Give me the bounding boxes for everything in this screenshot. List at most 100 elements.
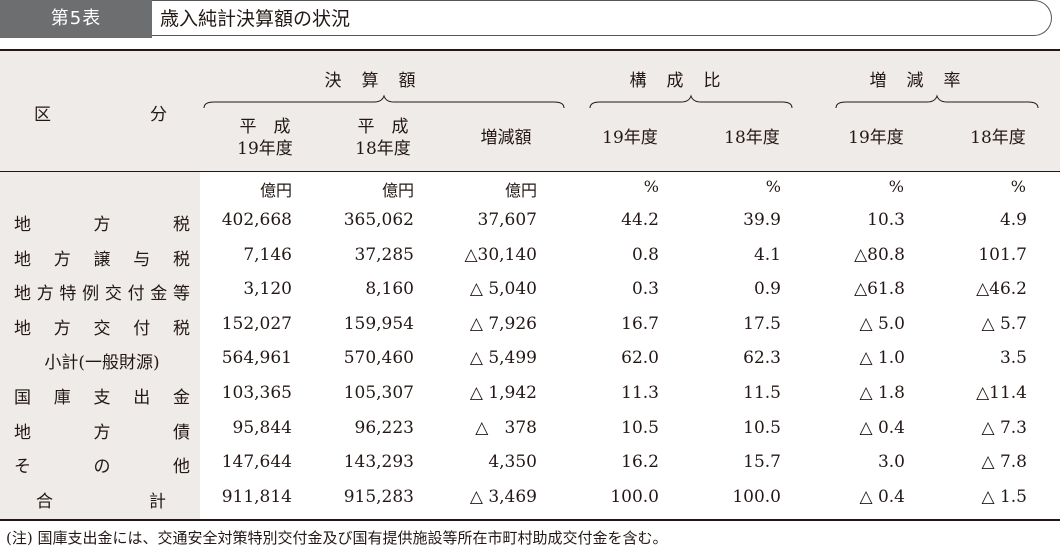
subheader-h18: 平 成 18年度 (338, 116, 428, 160)
row-value: 3,120 (243, 279, 292, 300)
table-row: 地方税 402,668 365,062 37,607 44.2 39.9 10.3 4.9 (0, 205, 1060, 239)
group-header-composition: 構成比 (629, 71, 741, 91)
subheader-h19: 平 成 19年度 (220, 116, 310, 160)
row-value: 570,460 (343, 348, 414, 369)
subheader-comp19: 19年度 (602, 128, 658, 148)
footnote: (注) 国庫支出金には、交通安全対策特別交付金及び国有提供施設等所在市町村助成交… (6, 529, 668, 547)
table-row: 地方特例交付金等 3,120 8,160 △ 5,040 0.3 0.9 △61.8 △46.… (0, 274, 1060, 308)
row-value: 62.3 (743, 348, 781, 369)
group-header-change-rate: 増減率 (869, 71, 981, 91)
table-row: 地方譲与税 7,146 37,285 △30,140 0.8 4.1 △80.8 101.7 (0, 240, 1060, 274)
row-value: 100.0 (732, 486, 781, 507)
row-value: △46.2 (976, 279, 1027, 300)
row-value: 17.5 (743, 313, 781, 334)
unit-diff: 億円 (504, 181, 537, 200)
row-value: △ 5.7 (981, 313, 1027, 334)
table-row: 合計 911,814 915,283 △ 3,469 100.0 100.0 △ 0.4 △ … (0, 482, 1060, 516)
row-value: 3.5 (999, 348, 1027, 369)
row-value: 143,293 (343, 452, 414, 473)
stub-header-ku: 区 (34, 105, 51, 125)
unit-comp19: % (643, 177, 659, 196)
row-value: 44.2 (621, 210, 659, 230)
header-background (0, 51, 1060, 171)
subheader-diff: 増減額 (480, 128, 532, 148)
row-value: △ 378 (475, 417, 537, 438)
row-value: 0.3 (631, 279, 659, 300)
table-title: 歳入純計決算額の状況 (152, 0, 1052, 36)
row-value: 101.7 (978, 244, 1027, 265)
row-value: △ 0.4 (859, 417, 905, 438)
row-value: △ 7.3 (981, 417, 1027, 438)
settlement-brace (203, 94, 565, 109)
row-value: 10.5 (621, 417, 659, 438)
row-value: 0.8 (631, 244, 659, 265)
bottom-rule (0, 519, 1060, 521)
row-value: △ 1,942 (469, 383, 537, 403)
row-label: 小計(一般財源) (44, 353, 160, 374)
subheader-h19-line1: 平 成 (239, 117, 291, 137)
stub-header-bun: 分 (150, 105, 167, 125)
subheader-rate18: 18年度 (970, 128, 1026, 148)
row-value: 39.9 (743, 210, 781, 230)
row-value: 564,961 (221, 348, 292, 369)
row-label: 国庫支出金 (14, 388, 190, 408)
table-title-bar: 第5表 歳入純計決算額の状況 (0, 0, 1060, 38)
row-value: 7,146 (243, 244, 292, 265)
row-label: 地方特例交付金等 (14, 284, 190, 305)
row-value: △ 7.8 (981, 452, 1027, 473)
subheader-rate19: 19年度 (848, 128, 904, 148)
row-value: 16.7 (621, 313, 659, 334)
row-value: 4.1 (753, 244, 781, 265)
row-value: 152,027 (221, 313, 292, 334)
row-value: △ 5,499 (469, 348, 537, 369)
row-label: 合計 (36, 491, 166, 512)
table-number-tab: 第5表 (0, 0, 152, 38)
table-row: 地方交付税 152,027 159,954 △ 7,926 16.7 17.5 △ 5.0 △… (0, 309, 1060, 343)
table-row: その他 147,644 143,293 4,350 16.2 15.7 3.0 △ 7.8 (0, 447, 1060, 481)
composition-brace (589, 94, 793, 109)
row-value: 159,954 (343, 313, 414, 334)
table-row: 国庫支出金 103,365 105,307 △ 1,942 11.3 11.5 △ 1.8 △… (0, 378, 1060, 412)
change-rate-brace (835, 94, 1039, 109)
row-label: その他 (14, 457, 190, 478)
row-value: △ 1.0 (859, 348, 905, 369)
row-value: △11.4 (976, 383, 1027, 403)
row-value: 402,668 (221, 210, 292, 230)
row-value: 96,223 (354, 417, 414, 438)
top-rule (0, 49, 1060, 51)
row-value: △ 1.5 (981, 486, 1027, 507)
row-value: 11.3 (621, 383, 659, 403)
row-value: 103,365 (221, 383, 292, 403)
row-label: 地方債 (14, 422, 190, 443)
row-value: 8,160 (365, 279, 414, 300)
row-value: 911,814 (221, 486, 292, 507)
row-value: 0.9 (753, 279, 781, 300)
row-value: 365,062 (343, 210, 414, 230)
row-value: △30,140 (464, 244, 537, 265)
row-label: 地方交付税 (14, 318, 190, 339)
table-row: 小計(一般財源) 564,961 570,460 △ 5,499 62.0 62.3 △ 1… (0, 343, 1060, 377)
group-header-settlement: 決算額 (324, 71, 436, 91)
stub-background (0, 172, 200, 519)
row-value: △ 5.0 (859, 313, 905, 334)
row-value: △ 3,469 (469, 486, 537, 507)
unit-rate18: % (1010, 177, 1026, 196)
row-value: 4.9 (999, 210, 1027, 230)
row-value: 10.3 (867, 210, 905, 230)
row-value: 37,285 (354, 244, 414, 265)
subheader-comp18: 18年度 (724, 128, 780, 148)
row-value: 915,283 (343, 486, 414, 507)
row-value: 3.0 (877, 452, 905, 473)
subheader-h18-line2: 18年度 (355, 139, 411, 159)
row-value: 105,307 (343, 383, 414, 403)
row-value: △ 0.4 (859, 486, 905, 507)
unit-rate19: % (888, 177, 904, 196)
unit-h18: 億円 (381, 181, 414, 200)
row-value: △ 1.8 (859, 383, 905, 403)
unit-comp18: % (765, 177, 781, 196)
row-value: 62.0 (621, 348, 659, 369)
row-value: △ 5,040 (469, 279, 537, 300)
row-value: 16.2 (621, 452, 659, 473)
row-value: △ 7,926 (469, 313, 537, 334)
unit-h19: 億円 (259, 181, 292, 200)
